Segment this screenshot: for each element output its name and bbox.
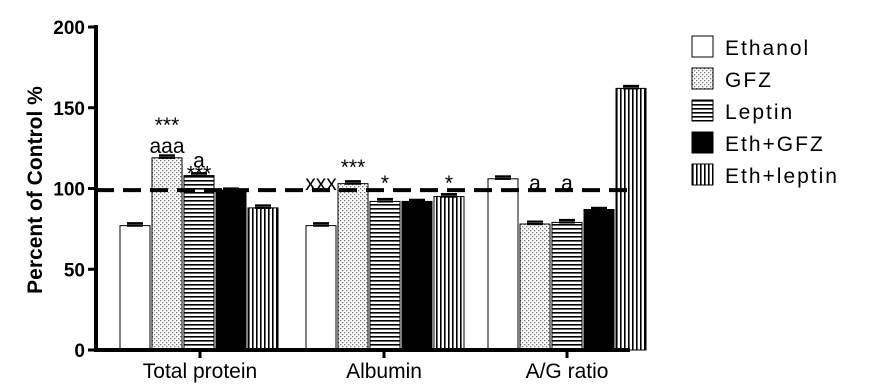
bar-eth-gfz-0: [215, 189, 247, 351]
bar-leptin-2: [551, 221, 583, 351]
legend-swatch-eth-gfz: [691, 131, 714, 154]
legend-label-eth-leptin: Eth+leptin: [725, 165, 839, 188]
legend-label-ethanol: Ethanol: [725, 37, 810, 60]
x-tick-label: A/G ratio: [526, 360, 609, 383]
bar-ethanol-2: [487, 178, 519, 351]
significance-annotation: a: [193, 149, 205, 172]
significance-annotation: *: [381, 172, 389, 195]
significance-annotation: ***: [341, 156, 366, 179]
significance-annotation: xxx: [305, 172, 337, 195]
x-tick-label: Albumin: [346, 360, 422, 383]
y-tick-label: 50: [64, 260, 85, 281]
bar-gfz-2: [519, 223, 551, 351]
bar-gfz-1: [337, 183, 369, 351]
y-axis-title: Percent of Control %: [24, 86, 47, 294]
y-tick-label: 100: [53, 180, 85, 201]
significance-annotation: a: [561, 172, 573, 195]
bar-gfz-0: [151, 157, 183, 351]
bar-ethanol-1: [305, 225, 337, 351]
legend-swatch-gfz: [691, 67, 714, 90]
legend-swatch-ethanol: [691, 35, 714, 58]
bar-leptin-1: [369, 200, 401, 351]
y-tick-label: 200: [53, 18, 85, 39]
axes-layer: 0 50 100 150 200 Total protein Albumin A/G rati…: [53, 18, 630, 383]
x-tick-label: Total protein: [143, 360, 257, 383]
bar-eth-leptin-1: [433, 196, 465, 351]
bar-eth-leptin-0: [247, 207, 279, 351]
y-tick-label: 0: [74, 341, 85, 362]
significance-annotation: ***: [155, 114, 180, 137]
significance-annotation: ***: [187, 162, 212, 185]
significance-annotation: aaa: [149, 135, 184, 158]
bars-layer: [119, 84, 647, 351]
significance-annotation: a: [529, 172, 541, 195]
legend-label-eth-gfz: Eth+GFZ: [725, 133, 825, 156]
bar-ethanol-0: [119, 225, 151, 351]
bar-eth-leptin-2: [615, 87, 647, 351]
bar-eth-gfz-2: [583, 208, 615, 351]
bar-leptin-0: [183, 175, 215, 351]
legend: Ethanol GFZ Leptin Eth+GFZ Eth+leptin: [691, 35, 839, 188]
y-tick-label: 150: [53, 99, 85, 120]
legend-swatch-leptin: [691, 99, 714, 122]
legend-swatch-eth-leptin: [691, 163, 714, 186]
legend-label-leptin: Leptin: [725, 101, 794, 124]
legend-label-gfz: GFZ: [725, 69, 773, 92]
bar-eth-gfz-1: [401, 200, 433, 351]
significance-annotation: *: [445, 172, 453, 195]
